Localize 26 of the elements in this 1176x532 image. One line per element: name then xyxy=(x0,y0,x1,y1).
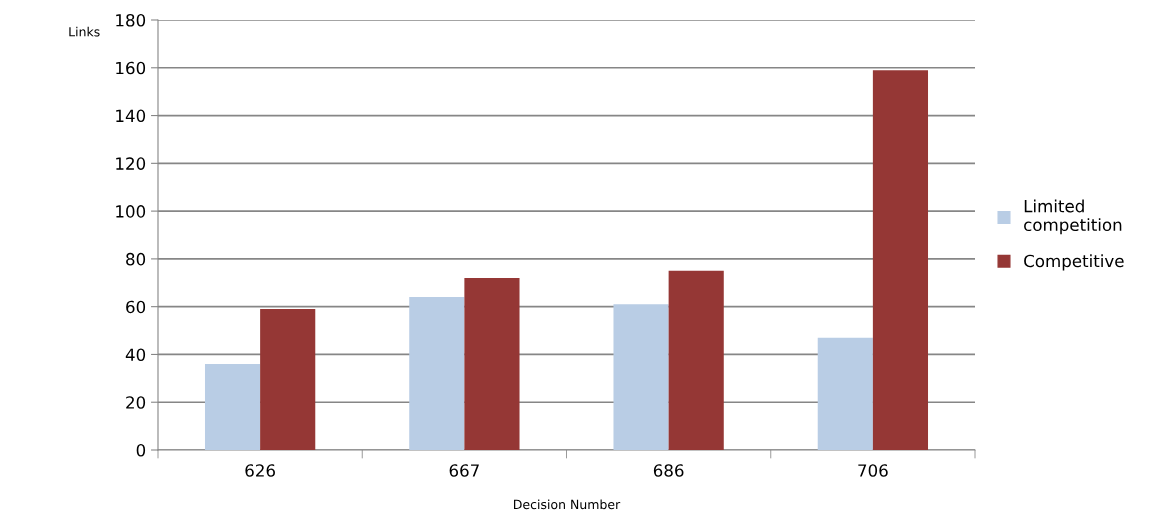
legend-label: Competitive xyxy=(1024,254,1124,271)
y-tick-label: 160 xyxy=(116,61,146,75)
y-axis-title: Links xyxy=(69,26,100,37)
bar xyxy=(204,364,261,450)
bar xyxy=(464,278,520,450)
y-tick-label: 0 xyxy=(136,443,146,457)
y-tick-label: 100 xyxy=(116,205,146,218)
y-tick-label: 120 xyxy=(116,157,146,170)
y-tick-label: 180 xyxy=(116,13,146,27)
bar xyxy=(409,297,465,450)
y-tick-label: 80 xyxy=(126,252,146,266)
bar xyxy=(668,270,724,450)
y-tick-label: 20 xyxy=(126,396,146,409)
legend-label: Limited competition xyxy=(1024,199,1122,235)
bar xyxy=(872,70,929,450)
x-tick-label: 686 xyxy=(653,464,684,477)
y-tick-label: 40 xyxy=(125,348,146,362)
x-tick-label: 667 xyxy=(449,464,479,477)
x-tick-label: 626 xyxy=(245,464,275,477)
y-tick-label: 140 xyxy=(116,109,146,123)
bar xyxy=(260,309,316,450)
bar xyxy=(817,337,873,450)
bar xyxy=(613,304,669,450)
x-axis-title: Decision Number xyxy=(514,499,621,510)
x-tick-label: 706 xyxy=(858,464,888,477)
y-tick-label: 60 xyxy=(126,300,146,314)
